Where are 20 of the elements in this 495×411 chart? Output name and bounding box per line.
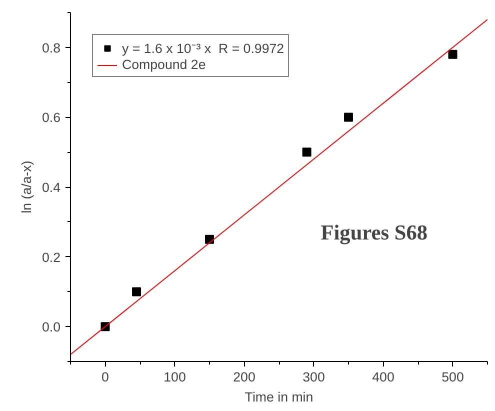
x-tick-label: 500	[442, 370, 464, 384]
annotation: Figures S68	[320, 220, 428, 244]
legend-label: y = 1.6 x 10⁻³ x R = 0.9972	[122, 40, 284, 57]
legend-label: Compound 2e	[122, 57, 206, 72]
x-tick-label: 400	[372, 370, 394, 384]
y-tick-label: 0.6	[42, 110, 61, 126]
point	[132, 287, 142, 296]
x-axis-title: Time in min	[244, 390, 314, 404]
y-tick-label: 0.8	[42, 40, 61, 56]
x-tick-label: 300	[302, 370, 325, 384]
x-tick-label: 0	[102, 370, 109, 384]
y-tick-label: 0.2	[42, 250, 61, 265]
y-tick-label: 0.0	[42, 320, 61, 335]
x-tick-label: 200	[233, 370, 256, 384]
point	[344, 112, 353, 122]
point	[448, 50, 458, 59]
point	[302, 148, 312, 157]
y-axis-title: ln (a/a-x)	[18, 160, 34, 214]
y-tick-label: 0.4	[42, 180, 62, 195]
x-tick-label: 100	[164, 370, 186, 384]
